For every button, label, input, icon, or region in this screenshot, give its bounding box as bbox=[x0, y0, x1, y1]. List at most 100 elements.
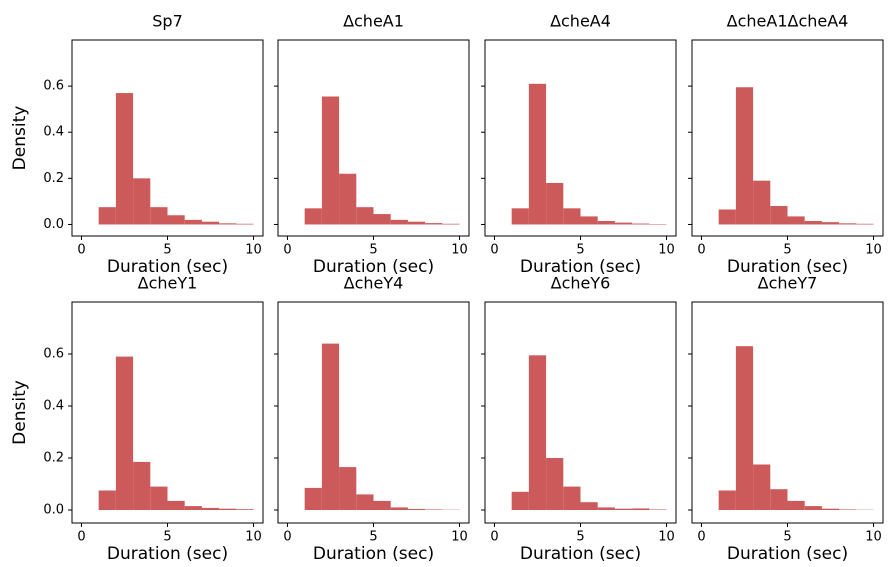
bar bbox=[580, 502, 598, 510]
bar bbox=[321, 96, 340, 225]
bar bbox=[407, 221, 426, 225]
bar bbox=[167, 500, 185, 510]
bar bbox=[563, 208, 581, 225]
bar bbox=[390, 219, 408, 225]
x-tick-label: 10 bbox=[658, 530, 675, 545]
bar bbox=[528, 355, 547, 510]
x-axis-label: Duration (sec) bbox=[727, 544, 848, 564]
x-axis-label: Duration (sec) bbox=[520, 544, 641, 564]
bar bbox=[597, 507, 615, 510]
x-tick-label: 5 bbox=[783, 530, 791, 545]
bar bbox=[753, 180, 771, 225]
bar bbox=[219, 508, 237, 510]
y-tick-label: 0.0 bbox=[43, 217, 64, 232]
x-tick-label: 0 bbox=[490, 243, 498, 258]
bar bbox=[821, 222, 840, 225]
x-tick-label: 5 bbox=[576, 243, 584, 258]
x-tick-label: 5 bbox=[163, 243, 171, 258]
bar bbox=[236, 223, 254, 225]
bar bbox=[304, 208, 322, 225]
bar bbox=[98, 207, 116, 225]
panel-title: ΔcheA4 bbox=[550, 12, 611, 31]
bar bbox=[546, 458, 564, 510]
y-tick-label: 0.0 bbox=[43, 503, 64, 518]
x-tick-label: 10 bbox=[451, 530, 468, 545]
bar bbox=[356, 207, 374, 225]
bar bbox=[511, 208, 529, 225]
x-tick-label: 10 bbox=[865, 243, 882, 258]
y-tick-label: 0.4 bbox=[43, 125, 64, 140]
x-tick-label: 5 bbox=[783, 243, 791, 258]
axes-frame bbox=[71, 39, 264, 237]
bar bbox=[839, 223, 857, 225]
y-tick-label: 0.4 bbox=[43, 399, 64, 414]
panel-title: Sp7 bbox=[152, 12, 183, 31]
bar bbox=[201, 221, 220, 225]
bar bbox=[614, 508, 633, 510]
x-tick-label: 0 bbox=[77, 530, 85, 545]
bar bbox=[425, 509, 443, 510]
bar bbox=[804, 506, 822, 510]
x-axis-label: Duration (sec) bbox=[107, 257, 228, 277]
x-axis-label: Duration (sec) bbox=[727, 257, 848, 277]
bar bbox=[425, 223, 443, 225]
bar bbox=[201, 507, 220, 510]
x-tick-label: 0 bbox=[697, 530, 705, 545]
y-tick-label: 0.6 bbox=[43, 347, 64, 362]
bar bbox=[184, 506, 202, 510]
x-tick-label: 0 bbox=[490, 530, 498, 545]
axes-frame bbox=[484, 301, 677, 524]
bar bbox=[580, 216, 598, 225]
x-tick-label: 10 bbox=[451, 243, 468, 258]
axes-frame bbox=[484, 39, 677, 237]
y-tick-label: 0.2 bbox=[43, 451, 64, 466]
bar bbox=[856, 223, 874, 225]
bar bbox=[373, 214, 391, 225]
bar bbox=[563, 486, 581, 510]
bar bbox=[753, 464, 771, 510]
axes-frame bbox=[691, 39, 884, 237]
bar bbox=[770, 206, 788, 225]
bar bbox=[167, 215, 185, 225]
x-axis-label: Duration (sec) bbox=[107, 544, 228, 564]
bar bbox=[546, 182, 564, 225]
bar bbox=[839, 509, 857, 510]
panel-title: ΔcheA1ΔcheA4 bbox=[727, 12, 849, 31]
bar bbox=[356, 494, 374, 510]
x-tick-label: 0 bbox=[77, 243, 85, 258]
bar bbox=[632, 223, 650, 225]
bar bbox=[614, 222, 633, 225]
x-tick-label: 0 bbox=[283, 530, 291, 545]
bar bbox=[770, 489, 788, 510]
bar bbox=[133, 461, 151, 510]
bar bbox=[219, 223, 237, 225]
bar bbox=[649, 509, 667, 510]
y-axis-label: Density bbox=[10, 106, 30, 171]
panel-title: ΔcheA1 bbox=[343, 12, 404, 31]
axes-frame bbox=[691, 301, 884, 524]
axes-frame bbox=[71, 301, 264, 524]
bar bbox=[115, 93, 134, 225]
bar bbox=[390, 507, 408, 510]
x-tick-label: 10 bbox=[865, 530, 882, 545]
bar bbox=[821, 508, 840, 510]
x-tick-label: 10 bbox=[245, 243, 262, 258]
bar bbox=[98, 490, 116, 510]
bar bbox=[339, 173, 357, 225]
panel-title: ΔcheY4 bbox=[344, 274, 404, 293]
y-axis-label: Density bbox=[10, 380, 30, 445]
bar bbox=[184, 219, 202, 225]
panel-title: ΔcheY7 bbox=[758, 274, 818, 293]
bar bbox=[528, 83, 547, 225]
x-axis-label: Duration (sec) bbox=[313, 257, 434, 277]
bar bbox=[373, 500, 391, 510]
panel-title: ΔcheY1 bbox=[138, 274, 198, 293]
bar bbox=[597, 221, 615, 225]
bar bbox=[735, 87, 754, 225]
y-tick-label: 0.2 bbox=[43, 171, 64, 186]
bar bbox=[321, 343, 340, 510]
bar bbox=[804, 221, 822, 225]
bar bbox=[133, 178, 151, 225]
bar bbox=[150, 486, 168, 510]
